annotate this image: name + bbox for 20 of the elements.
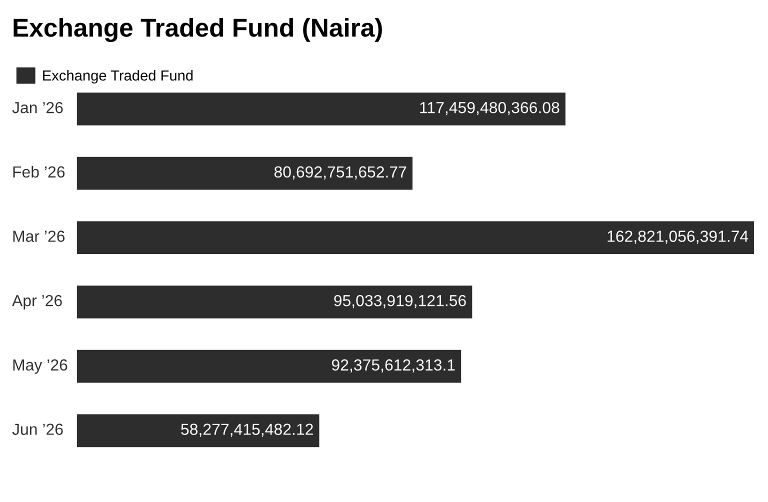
y-tick-label: Apr ’26: [12, 294, 62, 310]
y-tick-label: Mar ’26: [13, 230, 65, 242]
data-label: 95,033,919,121.56: [334, 294, 466, 308]
y-tick-label: May ’26: [13, 359, 68, 374]
bar: [76, 286, 472, 318]
bar: [76, 350, 462, 383]
data-label: 80,692,751,652.77: [274, 166, 406, 180]
data-label: 58,277,415,482.12: [181, 424, 313, 437]
y-tick-label: Feb ’26: [13, 166, 65, 178]
chart-title: Exchange Traded Fund (Naira): [14, 18, 382, 42]
bar: [76, 92, 566, 126]
y-tick-label: Jan ’26: [12, 102, 63, 114]
bar: [76, 221, 754, 254]
bar: [76, 156, 412, 190]
y-tick-label: Jun ’26: [12, 424, 63, 435]
data-label: 117,459,480,366.08: [420, 102, 560, 116]
bar: [76, 414, 320, 448]
legend-label: Exchange Traded Fund: [43, 70, 193, 84]
data-label: 162,821,056,391.74: [608, 230, 748, 244]
data-label: 92,375,612,313.1: [332, 359, 455, 373]
